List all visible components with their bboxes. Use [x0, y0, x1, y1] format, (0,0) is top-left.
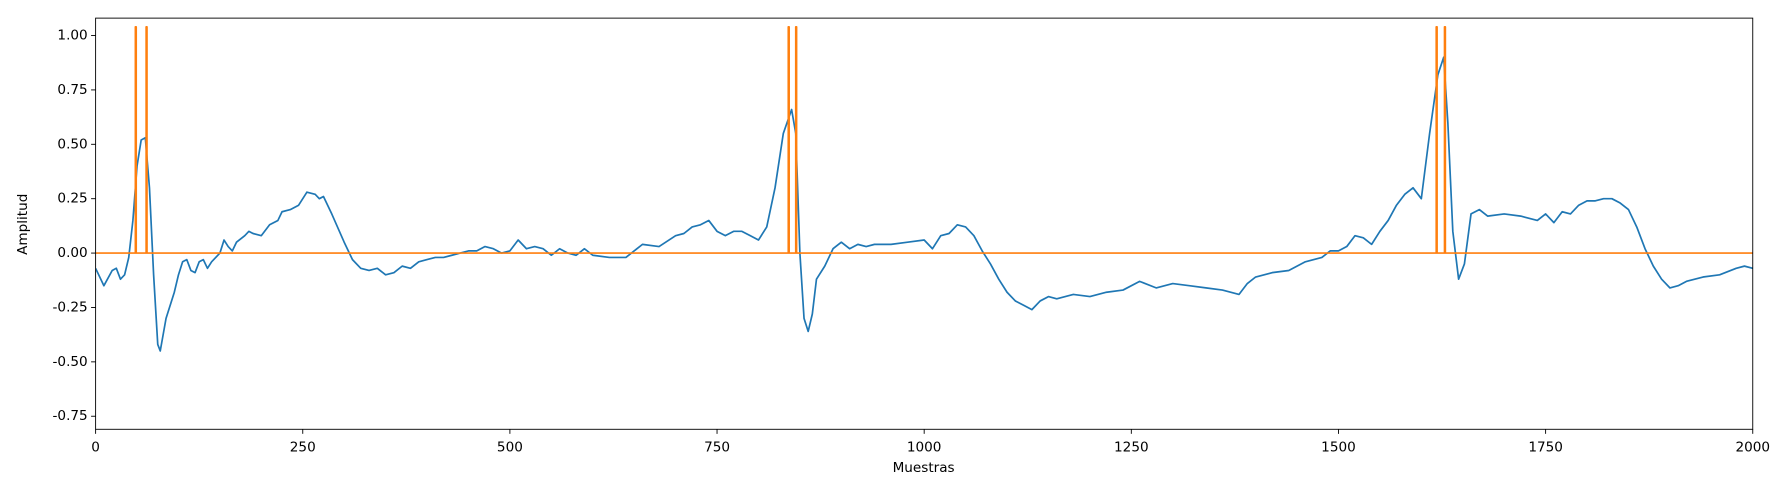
x-tick-label: 750: [704, 439, 730, 455]
x-tick-label: 1500: [1321, 439, 1356, 455]
x-tick-label: 2000: [1735, 439, 1770, 455]
x-axis-label: Muestras: [893, 460, 955, 476]
x-tick-label: 1000: [907, 439, 942, 455]
y-tick-label: 1.00: [57, 28, 87, 44]
y-tick-label: -0.75: [53, 408, 88, 424]
x-tick-label: 500: [497, 439, 523, 455]
x-tick-label: 1250: [1114, 439, 1149, 455]
data-line: [95, 25, 1753, 254]
y-tick-label: 0.25: [57, 191, 87, 207]
data-line: [95, 56, 1753, 352]
x-tick-label: 0: [91, 439, 100, 455]
y-tick-label: 0.50: [57, 136, 87, 152]
x-tick-label: 250: [290, 439, 316, 455]
y-tick-label: -0.50: [53, 354, 88, 370]
y-tick-label: 0.00: [57, 245, 87, 261]
x-tick-label: 1750: [1528, 439, 1563, 455]
plot-frame: [95, 17, 1754, 430]
y-axis-label: Amplitud: [15, 194, 31, 255]
y-tick-label: 0.75: [57, 82, 87, 98]
y-tick-label: -0.25: [53, 299, 88, 315]
